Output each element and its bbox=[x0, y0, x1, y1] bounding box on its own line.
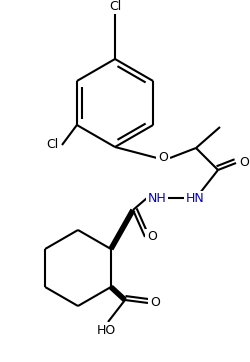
Text: O: O bbox=[146, 231, 156, 244]
Text: HO: HO bbox=[96, 324, 115, 337]
Text: Cl: Cl bbox=[108, 0, 121, 13]
Text: O: O bbox=[150, 296, 159, 310]
Text: HN: HN bbox=[185, 193, 204, 206]
Text: NH: NH bbox=[147, 193, 166, 206]
Text: O: O bbox=[238, 156, 248, 169]
Text: Cl: Cl bbox=[46, 139, 58, 152]
Text: O: O bbox=[158, 152, 167, 164]
